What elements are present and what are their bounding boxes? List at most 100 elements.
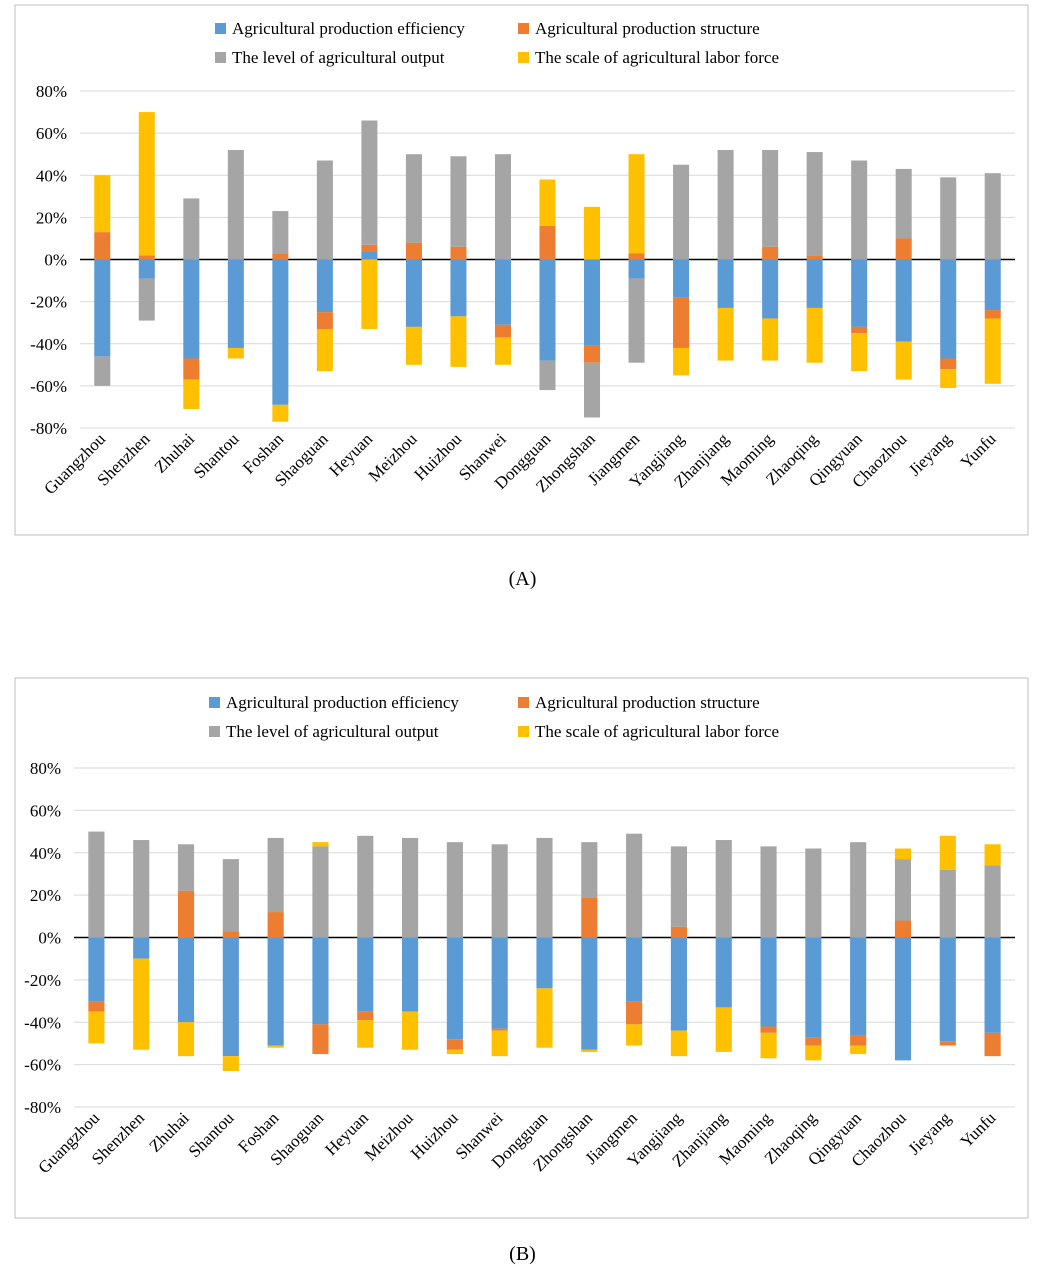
- bar-structure-huizhou: [450, 246, 467, 260]
- bar-structure-heyuan: [361, 244, 378, 252]
- bar-output-jieyang: [939, 869, 956, 938]
- bar-output-shenzhen: [138, 278, 155, 321]
- bar-efficiency-shantou: [222, 937, 239, 1057]
- bar-structure-jieyang: [939, 1041, 956, 1046]
- bar-efficiency-shenzhen: [138, 259, 155, 279]
- bar-output-yangjiang: [673, 164, 690, 260]
- bar-efficiency-qingyuan: [850, 937, 867, 1035]
- bar-structure-shaoguan: [312, 1024, 329, 1055]
- bar-labor-shanwei: [491, 1030, 508, 1057]
- bar-structure-maoming: [760, 1026, 777, 1033]
- bar-labor-guangzhou: [94, 175, 111, 233]
- bar-labor-meizhou: [402, 1011, 419, 1050]
- bar-output-jiangmen: [626, 833, 643, 938]
- bar-efficiency-yunfu: [984, 937, 1001, 1033]
- bar-labor-meizhou: [405, 326, 422, 365]
- legend-item-efficiency: Agricultural production efficiency: [209, 693, 459, 712]
- y-tick-label: -80%: [24, 1098, 61, 1117]
- bar-labor-foshan: [267, 1045, 284, 1048]
- bar-output-qingyuan: [850, 842, 867, 938]
- bar-labor-heyuan: [357, 1020, 374, 1048]
- legend-swatch: [215, 52, 226, 63]
- legend-label: The scale of agricultural labor force: [535, 722, 779, 741]
- bar-labor-zhongshan: [584, 206, 601, 260]
- bar-labor-zhuhai: [183, 379, 200, 410]
- bar-labor-chaozhou: [894, 848, 912, 860]
- bar-efficiency-chaozhou: [894, 937, 912, 1061]
- bar-structure-foshan: [272, 253, 289, 260]
- bar-efficiency-jieyang: [939, 937, 956, 1042]
- bar-efficiency-shaoguan: [316, 259, 333, 313]
- bar-output-zhaoqing: [806, 152, 823, 256]
- bar-labor-jiangmen: [628, 154, 645, 254]
- bar-structure-guangzhou: [88, 1001, 105, 1012]
- bar-efficiency-shaoguan: [312, 937, 329, 1025]
- bar-labor-heyuan: [361, 259, 378, 330]
- bar-labor-shenzhen: [138, 112, 155, 256]
- bar-output-foshan: [272, 211, 289, 254]
- bar-labor-zhanjiang: [715, 1007, 732, 1052]
- bar-structure-shantou: [222, 931, 239, 938]
- bar-structure-qingyuan: [851, 326, 868, 334]
- bar-efficiency-shanwei: [491, 937, 508, 1029]
- bar-efficiency-yangjiang: [673, 259, 690, 298]
- bar-labor-maoming: [760, 1032, 777, 1059]
- bar-efficiency-heyuan: [357, 937, 374, 1012]
- legend-label: The level of agricultural output: [226, 722, 439, 741]
- y-tick-label: 20%: [30, 886, 61, 905]
- bar-structure-qingyuan: [850, 1034, 867, 1046]
- bar-efficiency-heyuan: [361, 251, 378, 260]
- bar-structure-zhongshan: [581, 897, 598, 938]
- bar-efficiency-qingyuan: [851, 259, 868, 327]
- bar-labor-zhongshan: [581, 1049, 598, 1052]
- bar-structure-zhuhai: [183, 358, 200, 380]
- bar-output-dongguan: [539, 360, 556, 391]
- bar-labor-dongguan: [536, 988, 553, 1048]
- chart-b: 80%60%40%20%0%-20%-40%-60%-80%GuangzhouS…: [14, 677, 1029, 1219]
- bar-structure-guangzhou: [94, 232, 111, 260]
- chart-a: 80%60%40%20%0%-20%-40%-60%-80%GuangzhouS…: [14, 4, 1029, 536]
- bar-output-zhanjiang: [715, 840, 732, 938]
- legend-label: Agricultural production structure: [535, 693, 760, 712]
- legend-swatch: [518, 23, 529, 34]
- bar-output-shanwei: [494, 154, 511, 260]
- bar-efficiency-foshan: [267, 937, 284, 1046]
- bar-efficiency-guangzhou: [94, 259, 111, 357]
- legend-item-labor: The scale of agricultural labor force: [518, 48, 779, 67]
- bar-structure-shaoguan: [316, 312, 333, 330]
- bar-structure-huizhou: [446, 1039, 463, 1050]
- bar-efficiency-shanwei: [494, 259, 511, 325]
- bar-output-zhongshan: [584, 362, 601, 418]
- bar-output-chaozhou: [895, 168, 912, 239]
- bar-structure-yunfu: [984, 1032, 1001, 1057]
- bar-efficiency-chaozhou: [895, 259, 912, 342]
- legend-swatch: [215, 23, 226, 34]
- legend-item-structure: Agricultural production structure: [518, 19, 760, 38]
- bar-efficiency-dongguan: [539, 259, 556, 361]
- bar-structure-yunfu: [984, 310, 1001, 319]
- y-tick-label: 40%: [36, 166, 67, 185]
- bar-output-zhanjiang: [717, 149, 734, 260]
- y-tick-label: 60%: [36, 124, 67, 143]
- bar-labor-jieyang: [939, 835, 956, 870]
- bar-output-yunfu: [984, 173, 1001, 260]
- bar-efficiency-maoming: [762, 259, 779, 319]
- bar-output-shanwei: [491, 844, 508, 938]
- y-tick-label: 20%: [36, 208, 67, 227]
- y-tick-label: 0%: [44, 251, 67, 270]
- bar-efficiency-huizhou: [446, 937, 463, 1040]
- bar-structure-zhaoqing: [805, 1037, 822, 1046]
- bar-efficiency-zhongshan: [581, 937, 598, 1050]
- bar-labor-qingyuan: [851, 333, 868, 372]
- legend-label: Agricultural production efficiency: [226, 693, 459, 712]
- bar-labor-zhanjiang: [717, 307, 734, 361]
- bar-labor-chaozhou: [895, 341, 912, 380]
- bar-output-zhongshan: [581, 842, 598, 898]
- y-tick-label: -80%: [30, 419, 67, 438]
- bar-labor-huizhou: [446, 1049, 463, 1055]
- y-tick-label: 40%: [30, 844, 61, 863]
- bar-efficiency-guangzhou: [88, 937, 105, 1002]
- y-tick-label: -40%: [30, 335, 67, 354]
- bar-structure-shanwei: [491, 1028, 508, 1031]
- legend-swatch: [209, 697, 220, 708]
